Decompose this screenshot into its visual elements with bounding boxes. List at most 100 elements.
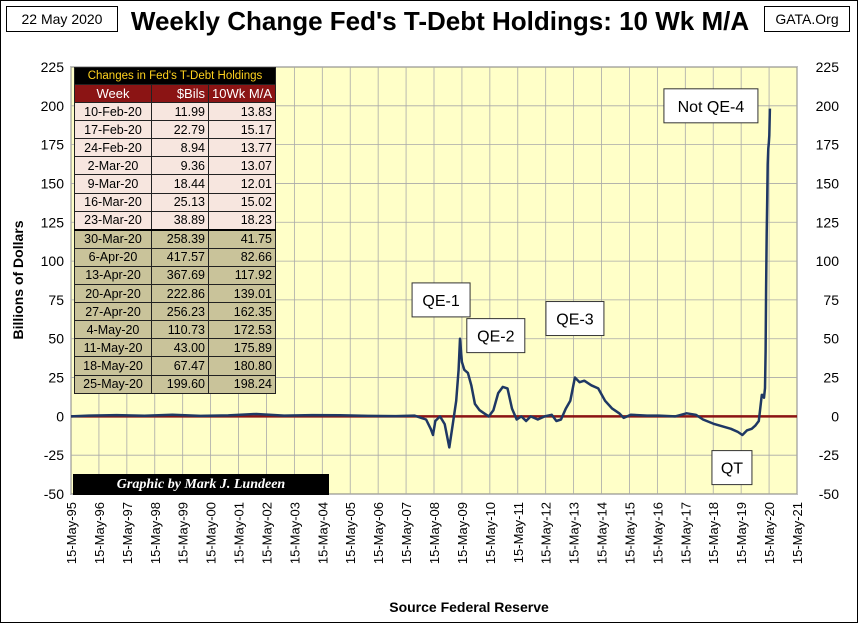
table-cell: 18.44 xyxy=(151,174,209,194)
table-row: 9-Mar-20 18.44 12.01 xyxy=(74,174,276,194)
callout-box xyxy=(545,301,605,337)
table-cell: 41.75 xyxy=(208,228,276,249)
callout-box xyxy=(663,88,759,124)
y-tick-label-left: 150 xyxy=(41,175,65,191)
y-tick-label-right: 225 xyxy=(816,59,840,75)
table-row: Changes in Fed's T-Debt Holdings xyxy=(74,67,276,85)
x-tick-label: 15-May-96 xyxy=(92,502,107,564)
table-row: Week $Bils 10Wk M/A xyxy=(74,83,276,104)
chart-title: Weekly Change Fed's T-Debt Holdings: 10 … xyxy=(130,6,750,36)
table-cell: 17-Feb-20 xyxy=(74,120,152,140)
x-tick-label: 15-May-19 xyxy=(734,502,749,564)
x-tick-label: 15-May-17 xyxy=(678,502,693,564)
table-row: 11-May-20 43.00 175.89 xyxy=(74,338,276,358)
x-tick-label: 15-May-12 xyxy=(539,502,554,564)
table-header-cell: 10Wk M/A xyxy=(208,83,276,104)
x-tick-label: 15-May-09 xyxy=(455,502,470,564)
x-tick-label: 15-May-08 xyxy=(427,502,442,564)
table-header-cell: Week xyxy=(74,83,152,104)
y-tick-label-left: 50 xyxy=(48,331,64,347)
y-tick-label-right: -25 xyxy=(819,447,839,463)
y-tick-label-left: 175 xyxy=(41,137,65,153)
table-cell: 180.80 xyxy=(208,356,276,376)
callout-label: QE-3 xyxy=(556,312,593,329)
table-cell: 139.01 xyxy=(208,284,276,304)
table-cell: 15.02 xyxy=(208,192,276,212)
table-cell: 10-Feb-20 xyxy=(74,102,152,122)
table-cell: 11-May-20 xyxy=(74,338,152,358)
table-cell: 67.47 xyxy=(151,356,209,376)
y-tick-label-right: 0 xyxy=(831,408,839,424)
table-cell: 11.99 xyxy=(151,102,209,122)
table-cell: 25.13 xyxy=(151,192,209,212)
callout-box xyxy=(411,282,471,318)
y-tick-label-right: -50 xyxy=(819,486,839,502)
table-row: 2-Mar-20 9.36 13.07 xyxy=(74,156,276,176)
x-tick-label: 15-May-18 xyxy=(706,502,721,564)
y-tick-label-left: 125 xyxy=(41,214,65,230)
x-tick-label: 15-May-00 xyxy=(204,502,219,564)
data-table: Changes in Fed's T-Debt Holdings Week $Bil… xyxy=(74,67,276,394)
x-tick-label: 15-May-15 xyxy=(622,502,637,564)
x-tick-label: 15-May-99 xyxy=(176,502,191,564)
callout-label: QE-1 xyxy=(422,293,459,310)
table-row: 25-May-20 199.60 198.24 xyxy=(74,374,276,394)
table-cell: 110.73 xyxy=(151,320,209,340)
y-tick-label-left: 225 xyxy=(41,59,65,75)
table-caption: Changes in Fed's T-Debt Holdings xyxy=(74,67,276,85)
callout-label: QT xyxy=(721,461,743,478)
table-cell: 199.60 xyxy=(151,374,209,394)
y-tick-label-left: 200 xyxy=(41,98,65,114)
table-cell: 25-May-20 xyxy=(74,374,152,394)
table-row: 10-Feb-20 11.99 13.83 xyxy=(74,102,276,122)
table-cell: 38.89 xyxy=(151,210,209,231)
x-tick-label: 15-May-03 xyxy=(287,502,302,564)
callout-qe-1: QE-1 xyxy=(411,282,471,318)
y-tick-label-right: 50 xyxy=(823,331,839,347)
table-cell: 258.39 xyxy=(151,228,209,249)
table-cell: 27-Apr-20 xyxy=(74,302,152,322)
source-label: GATA.Org xyxy=(764,6,850,32)
table-cell: 20-Apr-20 xyxy=(74,284,152,304)
table-row: 4-May-20 110.73 172.53 xyxy=(74,320,276,340)
x-tick-label: 15-May-02 xyxy=(259,502,274,564)
y-tick-label-right: 125 xyxy=(816,214,840,230)
table-cell: 175.89 xyxy=(208,338,276,358)
callout-box xyxy=(466,318,526,354)
y-tick-label-right: 75 xyxy=(823,292,839,308)
table-row: 6-Apr-20 417.57 82.66 xyxy=(74,247,276,267)
x-tick-label: 15-May-06 xyxy=(371,502,386,564)
table-cell: 22.79 xyxy=(151,120,209,140)
y-tick-label-right: 25 xyxy=(823,370,839,386)
x-tick-label: 15-May-98 xyxy=(148,502,163,564)
y-tick-label-left: 0 xyxy=(56,408,64,424)
table-row: 30-Mar-20 258.39 41.75 xyxy=(74,228,276,249)
x-tick-label: 15-May-16 xyxy=(650,502,665,564)
x-tick-label: 15-May-04 xyxy=(315,502,330,564)
table-row: 17-Feb-20 22.79 15.17 xyxy=(74,120,276,140)
table-row: 13-Apr-20 367.69 117.92 xyxy=(74,265,276,286)
table-cell: 18-May-20 xyxy=(74,356,152,376)
y-tick-label-right: 175 xyxy=(816,137,840,153)
table-cell: 417.57 xyxy=(151,247,209,267)
x-axis-title: Source Federal Reserve xyxy=(389,599,549,615)
table-cell: 16-Mar-20 xyxy=(74,192,152,212)
table-cell: 2-Mar-20 xyxy=(74,156,152,176)
table-cell: 256.23 xyxy=(151,302,209,322)
callout-qt: QT xyxy=(711,450,753,486)
callout-qe-2: QE-2 xyxy=(466,318,526,354)
y-tick-label-left: -25 xyxy=(44,447,64,463)
y-tick-label-right: 150 xyxy=(816,175,840,191)
y-tick-label-left: 25 xyxy=(48,370,64,386)
x-tick-label: 15-May-05 xyxy=(343,502,358,564)
table-cell: 162.35 xyxy=(208,302,276,322)
x-tick-label: 15-May-13 xyxy=(567,502,582,564)
table-cell: 172.53 xyxy=(208,320,276,340)
y-tick-label-right: 200 xyxy=(816,98,840,114)
table-cell: 6-Apr-20 xyxy=(74,247,152,267)
table-cell: 222.86 xyxy=(151,284,209,304)
callout-label: QE-2 xyxy=(477,329,514,346)
x-tick-label: 15-May-20 xyxy=(762,502,777,564)
table-row: 18-May-20 67.47 180.80 xyxy=(74,356,276,376)
